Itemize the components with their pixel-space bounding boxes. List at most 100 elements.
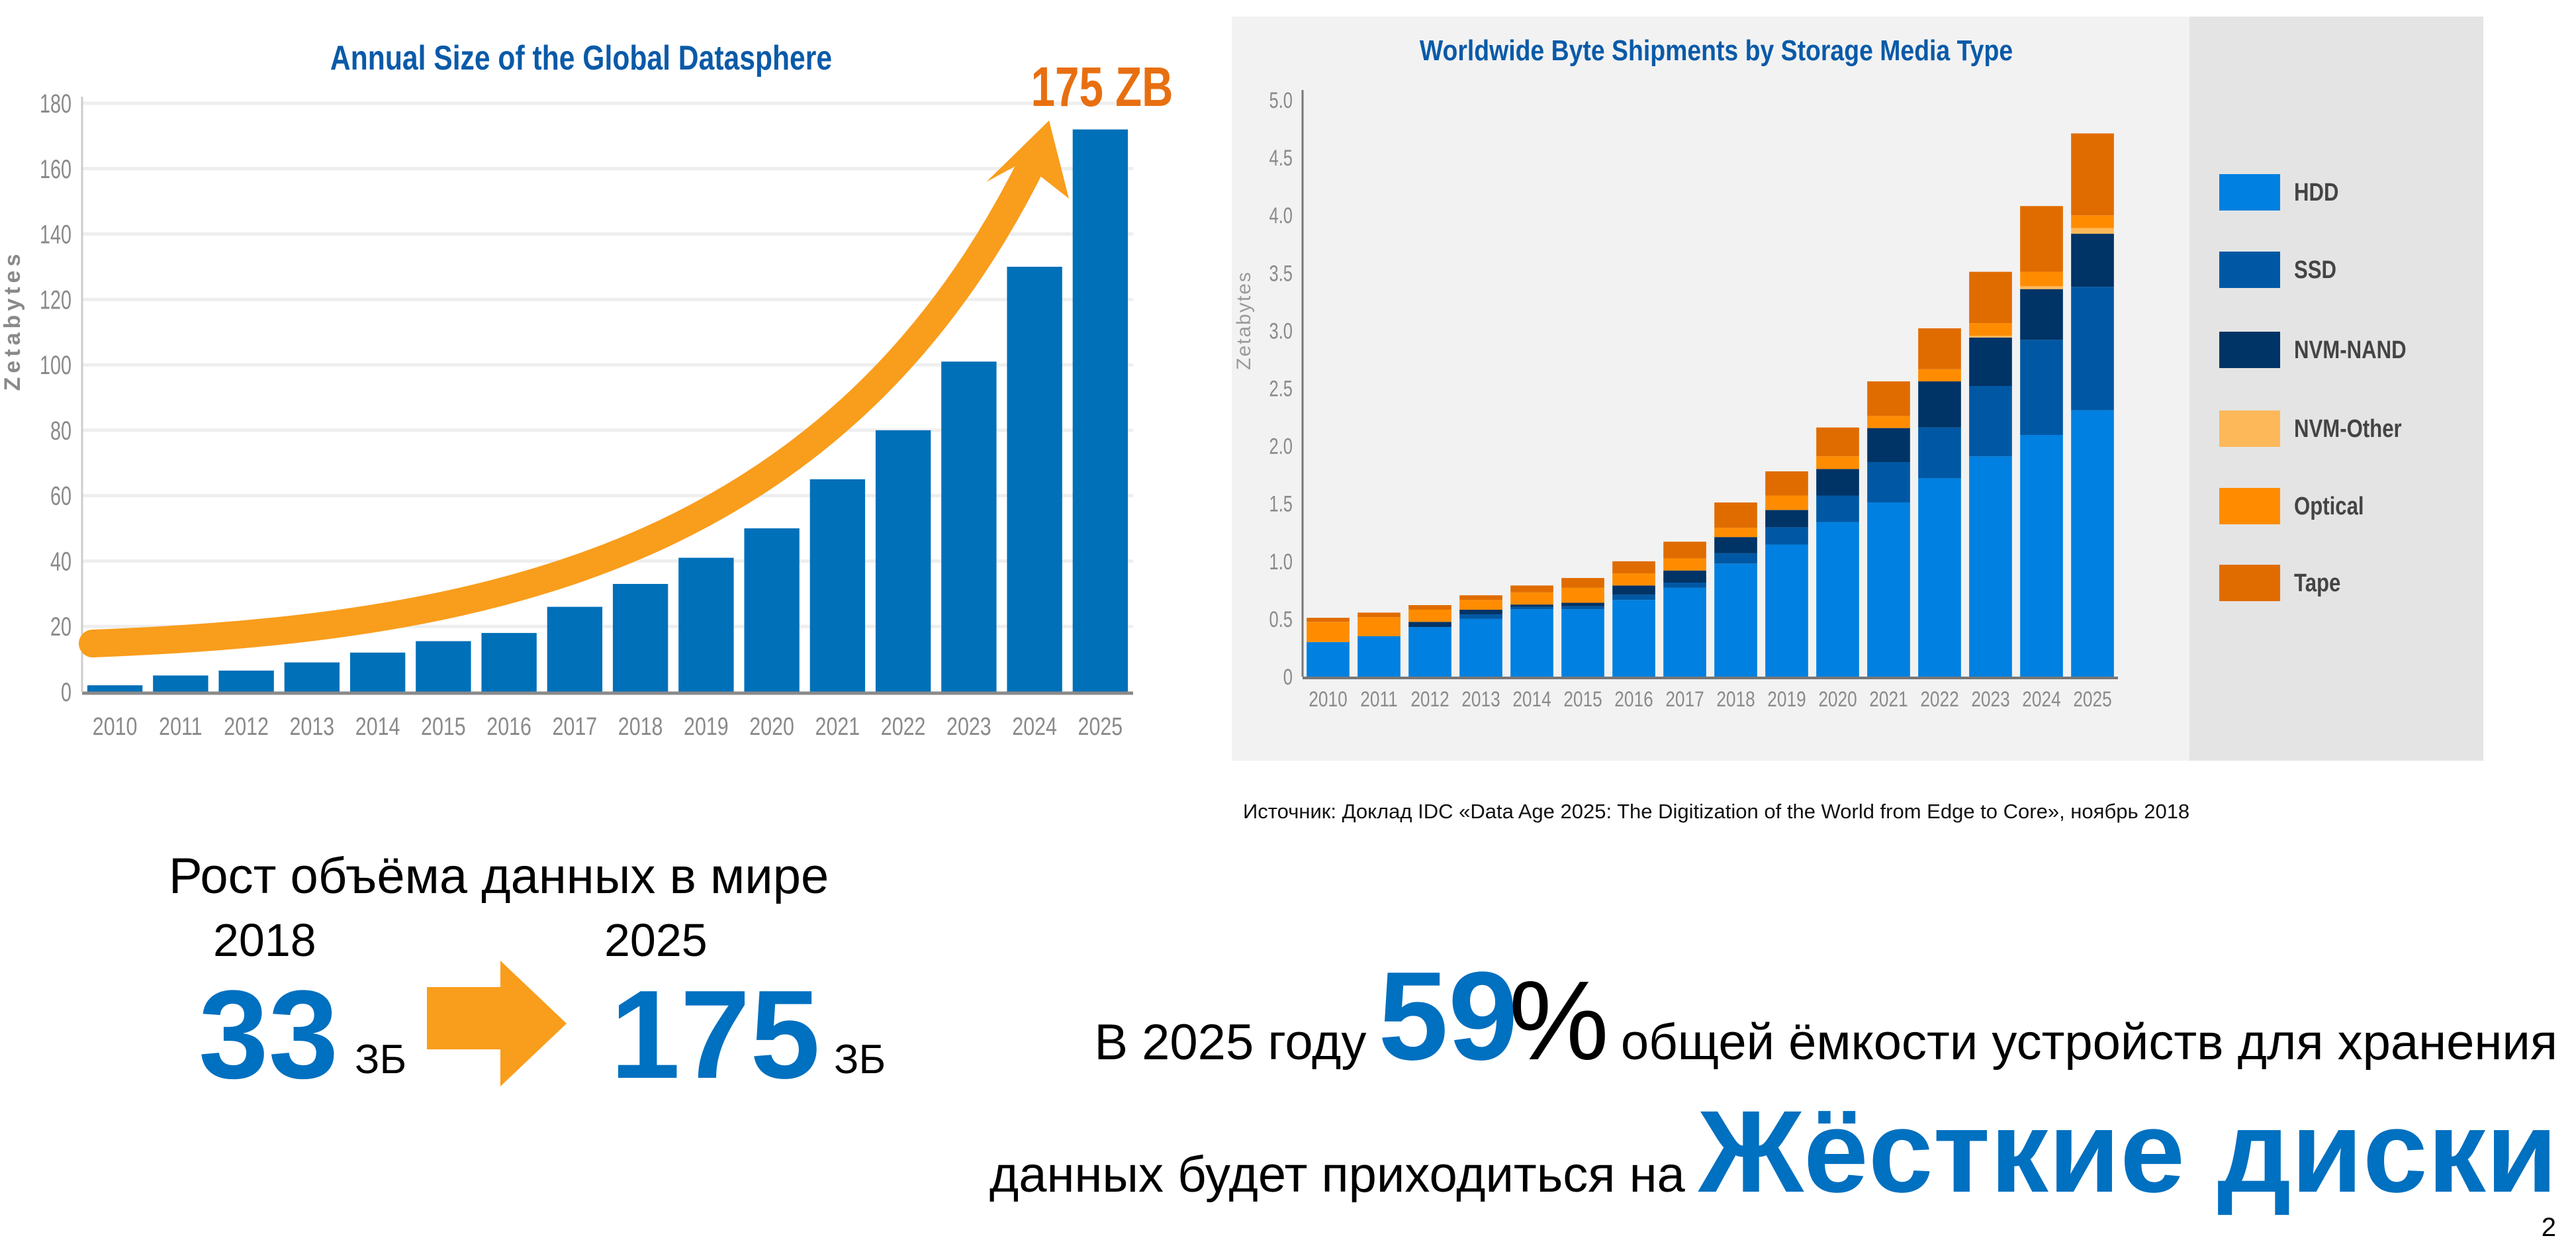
bar-segment-nvm-nand-2024 (2020, 289, 2063, 340)
x-tick-label: 2012 (1410, 689, 1449, 712)
bar-segment-ssd-2022 (1918, 427, 1961, 479)
chart-title: Annual Size of the Global Datasphere (330, 39, 832, 77)
bar-segment-optical-2022 (1918, 369, 1961, 382)
bar-segment-nvm-nand-2016 (1612, 585, 1655, 595)
bar-segment-nvm-nand-2018 (1714, 537, 1757, 553)
y-tick-label: 160 (40, 154, 71, 184)
bar-2010 (87, 685, 143, 692)
bar-segment-ssd-2013 (1459, 614, 1502, 619)
bar-segment-nvm-nand-2012 (1408, 622, 1451, 628)
bar-segment-ssd-2019 (1765, 527, 1808, 545)
x-tick-label: 2024 (1012, 713, 1057, 741)
bar-segment-nvm-nand-2025 (2071, 234, 2114, 287)
bar-segment-nvm-nand-2017 (1663, 570, 1706, 583)
bar-segment-nvm-nand-2023 (1969, 337, 2012, 387)
bar-segment-optical-2019 (1765, 495, 1808, 510)
legend-label-ssd: SSD (2294, 256, 2336, 284)
bar-2016 (481, 633, 537, 692)
from-unit: ЗБ (355, 1037, 407, 1082)
from-year: 2018 (213, 914, 316, 966)
bar-segment-nvm-nand-2021 (1867, 428, 1910, 462)
bar-segment-nvm-nand-2014 (1510, 604, 1553, 607)
bar-segment-hdd-2020 (1816, 522, 1859, 677)
to-unit: ЗБ (834, 1037, 886, 1082)
statement-line-1: В 2025 году 59% общей ёмкости устройств … (1094, 953, 2557, 1079)
x-tick-label: 2025 (2073, 689, 2111, 712)
y-tick-label: 1.5 (1269, 492, 1293, 516)
y-tick-label: 3.0 (1269, 319, 1293, 344)
bar-segment-ssd-2016 (1612, 595, 1655, 600)
statement-line-2: данных будет приходиться на Жёсткие диск… (989, 1094, 2557, 1210)
x-tick-label: 2013 (1461, 689, 1500, 712)
bar-segment-nvm-other-2024 (2020, 286, 2063, 289)
y-tick-label: 0 (1283, 665, 1293, 690)
bar-segment-optical-2021 (1867, 416, 1910, 428)
bar-segment-ssd-2020 (1816, 495, 1859, 522)
y-tick-label: 2.5 (1269, 377, 1293, 401)
bar-segment-nvm-other-2023 (1969, 336, 2012, 338)
x-tick-label: 2019 (684, 713, 729, 741)
bar-segment-optical-2018 (1714, 528, 1757, 538)
statement-prefix: В 2025 году (1094, 1014, 1367, 1071)
bar-segment-tape-2021 (1867, 381, 1910, 416)
bar-segment-tape-2024 (2020, 206, 2063, 272)
growth-title: Рост объёма данных в мире (169, 848, 829, 904)
bar-segment-hdd-2012 (1408, 627, 1451, 677)
legend-swatch-tape (2219, 565, 2280, 601)
bar-segment-tape-2023 (1969, 271, 2012, 324)
bar-2013 (284, 662, 340, 692)
legend-swatch-nvm-other (2219, 410, 2280, 447)
x-tick-label: 2011 (1360, 689, 1397, 712)
legend-swatch-ssd (2219, 252, 2280, 288)
bar-segment-optical-2011 (1357, 617, 1401, 637)
x-tick-label: 2014 (1512, 689, 1551, 712)
bar-segment-optical-2016 (1612, 573, 1655, 586)
y-tick-label: 4.5 (1269, 146, 1293, 171)
bar-segment-ssd-2023 (1969, 386, 2012, 457)
annotation-175zb: 175 ZB (1031, 56, 1173, 118)
x-tick-label: 2019 (1767, 689, 1806, 712)
percent-number: 59 (1378, 946, 1518, 1086)
source-caption: Источник: Доклад IDC «Data Age 2025: The… (1243, 800, 2190, 823)
bar-segment-optical-2023 (1969, 323, 2012, 336)
x-tick-label: 2017 (553, 713, 598, 741)
x-tick-label: 2021 (815, 713, 860, 741)
x-tick-label: 2023 (1971, 689, 2009, 712)
bar-segment-ssd-2025 (2071, 287, 2114, 410)
bar-segment-optical-2020 (1816, 456, 1859, 469)
bar-segment-hdd-2013 (1459, 618, 1502, 677)
bar-segment-hdd-2025 (2071, 410, 2114, 677)
y-tick-label: 2.0 (1269, 434, 1293, 459)
bar-2021 (809, 479, 866, 692)
bar-segment-tape-2025 (2071, 133, 2114, 216)
bar-segment-tape-2018 (1714, 502, 1757, 528)
x-tick-label: 2016 (1614, 689, 1653, 712)
bar-segment-ssd-2015 (1561, 606, 1604, 610)
bar-segment-hdd-2021 (1867, 502, 1910, 677)
y-tick-label: 20 (50, 612, 71, 642)
bar-2011 (153, 675, 208, 692)
y-tick-label: 1.0 (1269, 549, 1293, 574)
bar-segment-tape-2017 (1663, 542, 1706, 559)
y-tick-label: 40 (50, 547, 71, 577)
y-tick-label: 4.0 (1269, 204, 1293, 228)
bar-segment-optical-2013 (1459, 600, 1502, 610)
y-tick-label: 60 (50, 481, 71, 511)
y-tick-label: 3.5 (1269, 262, 1293, 286)
bar-segment-ssd-2018 (1714, 553, 1757, 564)
chart-title: Worldwide Byte Shipments by Storage Medi… (1420, 34, 2013, 67)
bar-segment-tape-2011 (1357, 612, 1401, 618)
bar-segment-hdd-2016 (1612, 600, 1655, 677)
trend-arrow (79, 155, 1043, 657)
slide-number: 2 (2541, 1213, 2556, 1242)
bar-2022 (875, 430, 931, 692)
y-tick-label: 180 (40, 89, 71, 119)
bar-segment-optical-2010 (1307, 622, 1350, 642)
bar-segment-optical-2017 (1663, 558, 1706, 571)
y-tick-label: 5.0 (1269, 89, 1293, 113)
y-tick-label: 120 (40, 285, 71, 315)
from-value: 33 (199, 965, 339, 1105)
bar-segment-tape-2015 (1561, 578, 1604, 588)
bar-segment-tape-2010 (1307, 618, 1350, 622)
legend-swatch-hdd (2219, 174, 2280, 211)
